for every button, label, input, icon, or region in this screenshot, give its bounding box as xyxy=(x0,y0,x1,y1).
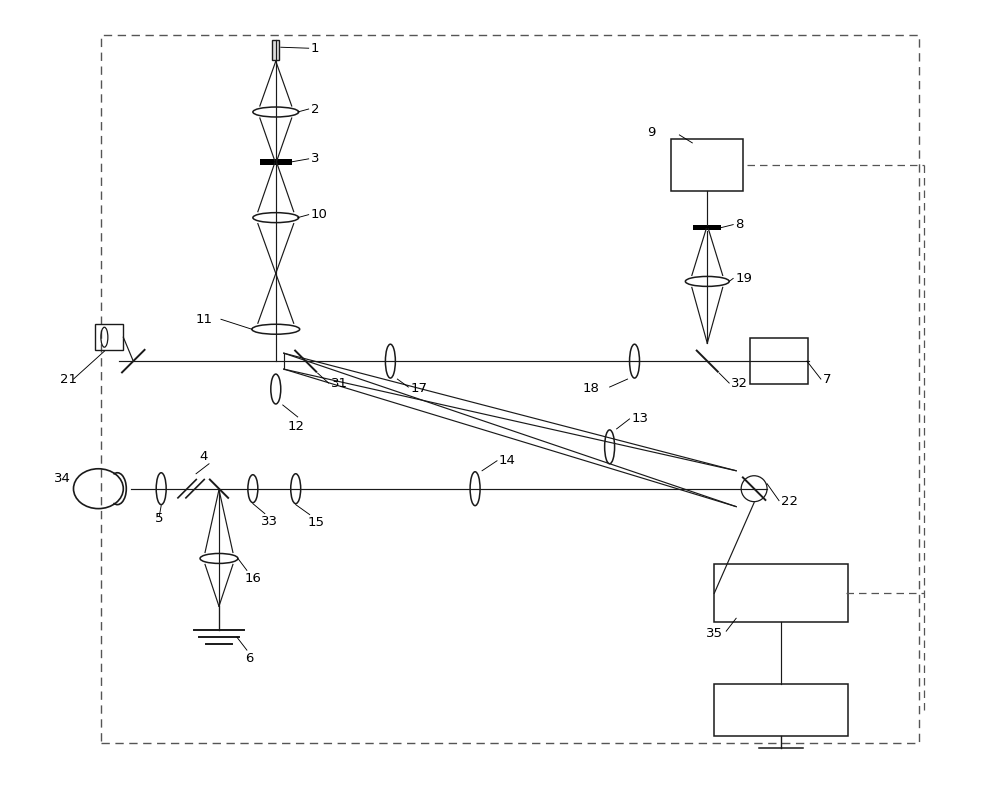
Text: 11: 11 xyxy=(196,312,213,326)
Text: 17: 17 xyxy=(410,382,427,395)
Text: 10: 10 xyxy=(311,209,328,221)
Text: 6: 6 xyxy=(245,652,253,665)
Bar xyxy=(272,40,279,60)
Text: 9: 9 xyxy=(647,126,656,140)
Text: 2: 2 xyxy=(311,102,319,116)
Bar xyxy=(101,35,919,743)
Text: 32: 32 xyxy=(731,376,748,390)
Text: 31: 31 xyxy=(331,376,348,390)
Bar xyxy=(750,338,808,384)
Text: 16: 16 xyxy=(245,572,262,585)
Text: 35: 35 xyxy=(706,626,723,640)
Bar xyxy=(260,159,292,165)
Bar xyxy=(95,324,123,350)
Text: 3: 3 xyxy=(311,153,319,165)
Text: 14: 14 xyxy=(499,455,516,467)
Text: 15: 15 xyxy=(308,516,325,529)
Text: 5: 5 xyxy=(155,512,164,525)
Text: 33: 33 xyxy=(261,515,278,528)
Bar xyxy=(671,139,743,191)
Text: 22: 22 xyxy=(781,495,798,508)
Text: 19: 19 xyxy=(735,272,752,285)
Text: 13: 13 xyxy=(632,412,649,425)
Text: 8: 8 xyxy=(735,218,744,231)
Text: 18: 18 xyxy=(583,382,600,395)
Text: 7: 7 xyxy=(823,372,831,386)
Text: 4: 4 xyxy=(199,451,207,463)
Bar xyxy=(714,564,848,622)
Bar xyxy=(714,684,848,736)
Text: 21: 21 xyxy=(60,372,77,386)
Bar xyxy=(693,225,721,230)
Text: 1: 1 xyxy=(311,42,319,54)
Text: 12: 12 xyxy=(288,420,305,433)
Text: 34: 34 xyxy=(54,472,70,485)
